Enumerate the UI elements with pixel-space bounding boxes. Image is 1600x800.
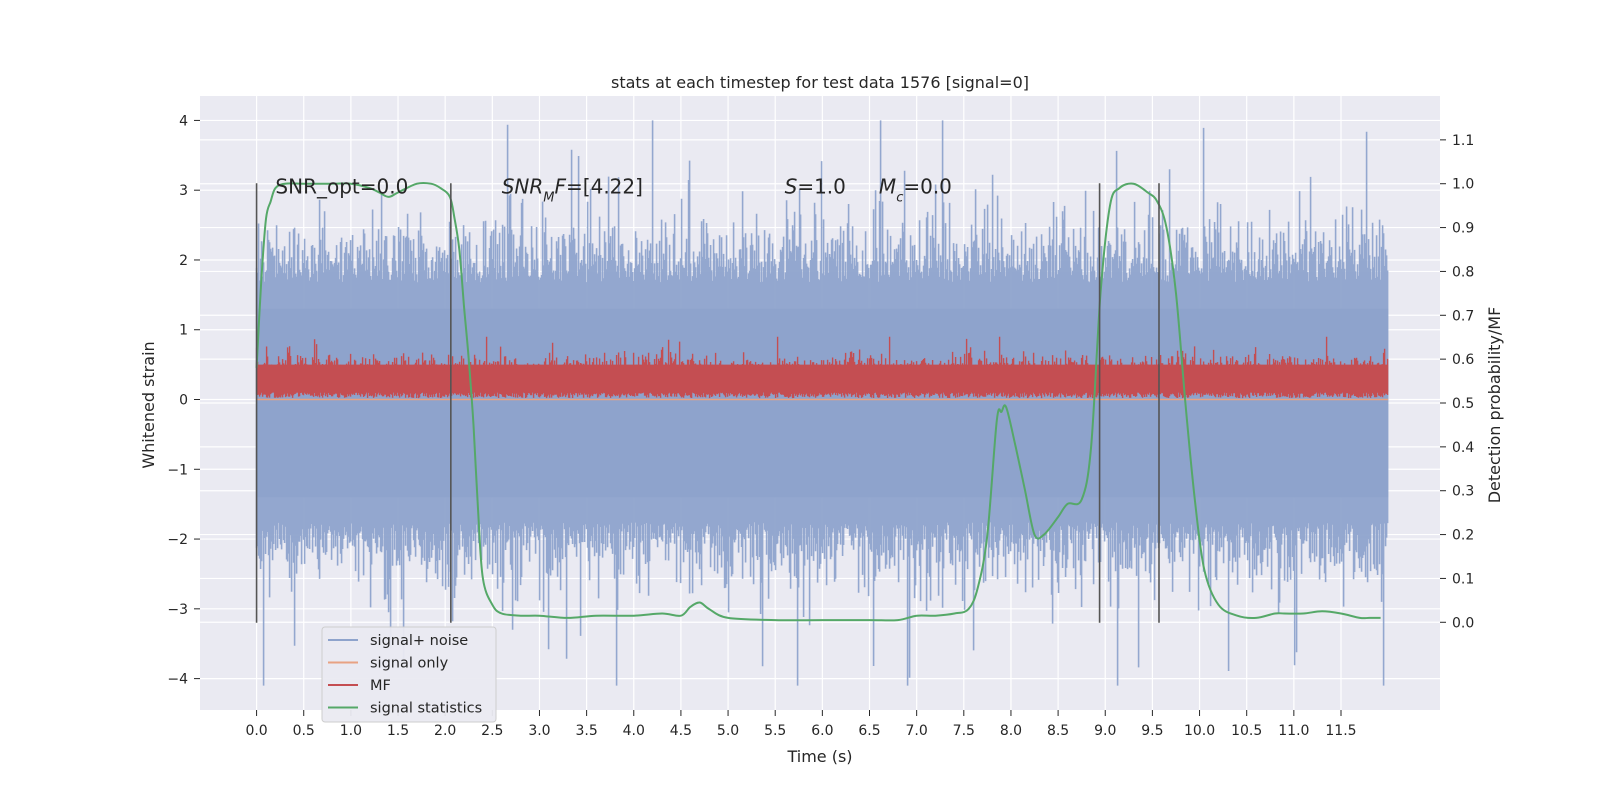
annotations: SNR_opt=0.0 SNRMF=[4.22] S=1.0 Mc=0.0 [275,175,951,206]
y2-tick-label: 0.2 [1452,528,1474,544]
x-tick-label: 8.5 [1047,723,1069,739]
x-tick-label: 2.0 [434,723,456,739]
y-tick-label: 1 [179,323,188,339]
data-layer [255,120,1389,686]
x-tick-label: 3.0 [528,723,550,739]
y-tick-label: 3 [179,183,188,199]
y2-tick-label: 0.8 [1452,264,1474,280]
x-tick-label: 11.5 [1325,723,1356,739]
x-tick-label: 5.5 [764,723,786,739]
x-tick-label: 10.0 [1184,723,1215,739]
legend-entry: MF [370,678,391,694]
annotation-s: S=1.0 [785,175,846,199]
y2-tick-label: 0.7 [1452,308,1474,324]
y2-tick-label: 0.3 [1452,484,1474,500]
y2-axis-label: Detection probability/MF [1485,307,1504,504]
y2-tick-label: 0.6 [1452,352,1474,368]
x-tick-label: 8.0 [1000,723,1022,739]
legend-entry: signal+ noise [370,633,468,649]
y-tick-label: 0 [179,393,188,409]
series-signal-noise [255,120,1389,686]
x-tick-label: 11.0 [1278,723,1309,739]
x-tick-label: 7.0 [906,723,928,739]
x-tick-label: 3.5 [575,723,597,739]
y-axis-label: Whitened strain [139,341,158,468]
series-mf [255,336,1389,399]
x-tick-label: 9.0 [1094,723,1116,739]
y-tick-label: 4 [179,113,188,129]
signal-noise-core [256,308,1389,498]
x-tick-label: 9.5 [1141,723,1163,739]
y2-tick-label: 1.1 [1452,133,1474,149]
legend: signal+ noise signal only MF signal statist… [321,626,497,723]
x-tick-label: 2.5 [481,723,503,739]
x-tick-label: 0.0 [245,723,267,739]
annotation-snr-mf: SNRMF=[4.22] [502,175,643,206]
y-tick-label: −2 [167,532,188,548]
x-tick-label: 10.5 [1231,723,1262,739]
axes: 0.0 0.5 1.0 1.5 2.0 2.5 3.0 3.5 4.0 4.5 5.0 5.5 6.0 6… [167,113,1474,739]
annotation-snr-opt: SNR_opt=0.0 [275,175,408,199]
y-tick-label: 2 [179,253,188,269]
x-tick-label: 7.5 [953,723,975,739]
y2-tick-label: 0.4 [1452,440,1474,456]
x-axis-label: Time (s) [786,747,852,766]
legend-box [321,626,497,723]
series-signal-statistics [255,181,1381,622]
legend-entry: signal only [370,656,449,672]
y2-tick-label: 1.0 [1452,177,1474,193]
x-tick-label: 4.5 [670,723,692,739]
x-tick-label: 0.5 [293,723,315,739]
chart-title: stats at each timestep for test data 157… [611,73,1029,92]
vertical-lines [255,183,1160,623]
annotation-mc: Mc=0.0 [879,175,952,206]
y2-tick-label: 0.1 [1452,571,1474,587]
y2-tick-label: 0.0 [1452,615,1474,631]
y-tick-label: −3 [167,602,188,618]
x-tick-label: 4.0 [623,723,645,739]
x-tick-label: 5.0 [717,723,739,739]
y-tick-label: −1 [167,462,188,478]
y-tick-label: −4 [167,672,188,688]
legend-entry: signal statistics [370,701,482,717]
y2-tick-label: 0.5 [1452,396,1474,412]
x-tick-label: 1.5 [387,723,409,739]
x-tick-label: 6.5 [858,723,880,739]
y2-tick-label: 0.9 [1452,221,1474,237]
x-tick-label: 1.0 [340,723,362,739]
x-tick-label: 6.0 [811,723,833,739]
